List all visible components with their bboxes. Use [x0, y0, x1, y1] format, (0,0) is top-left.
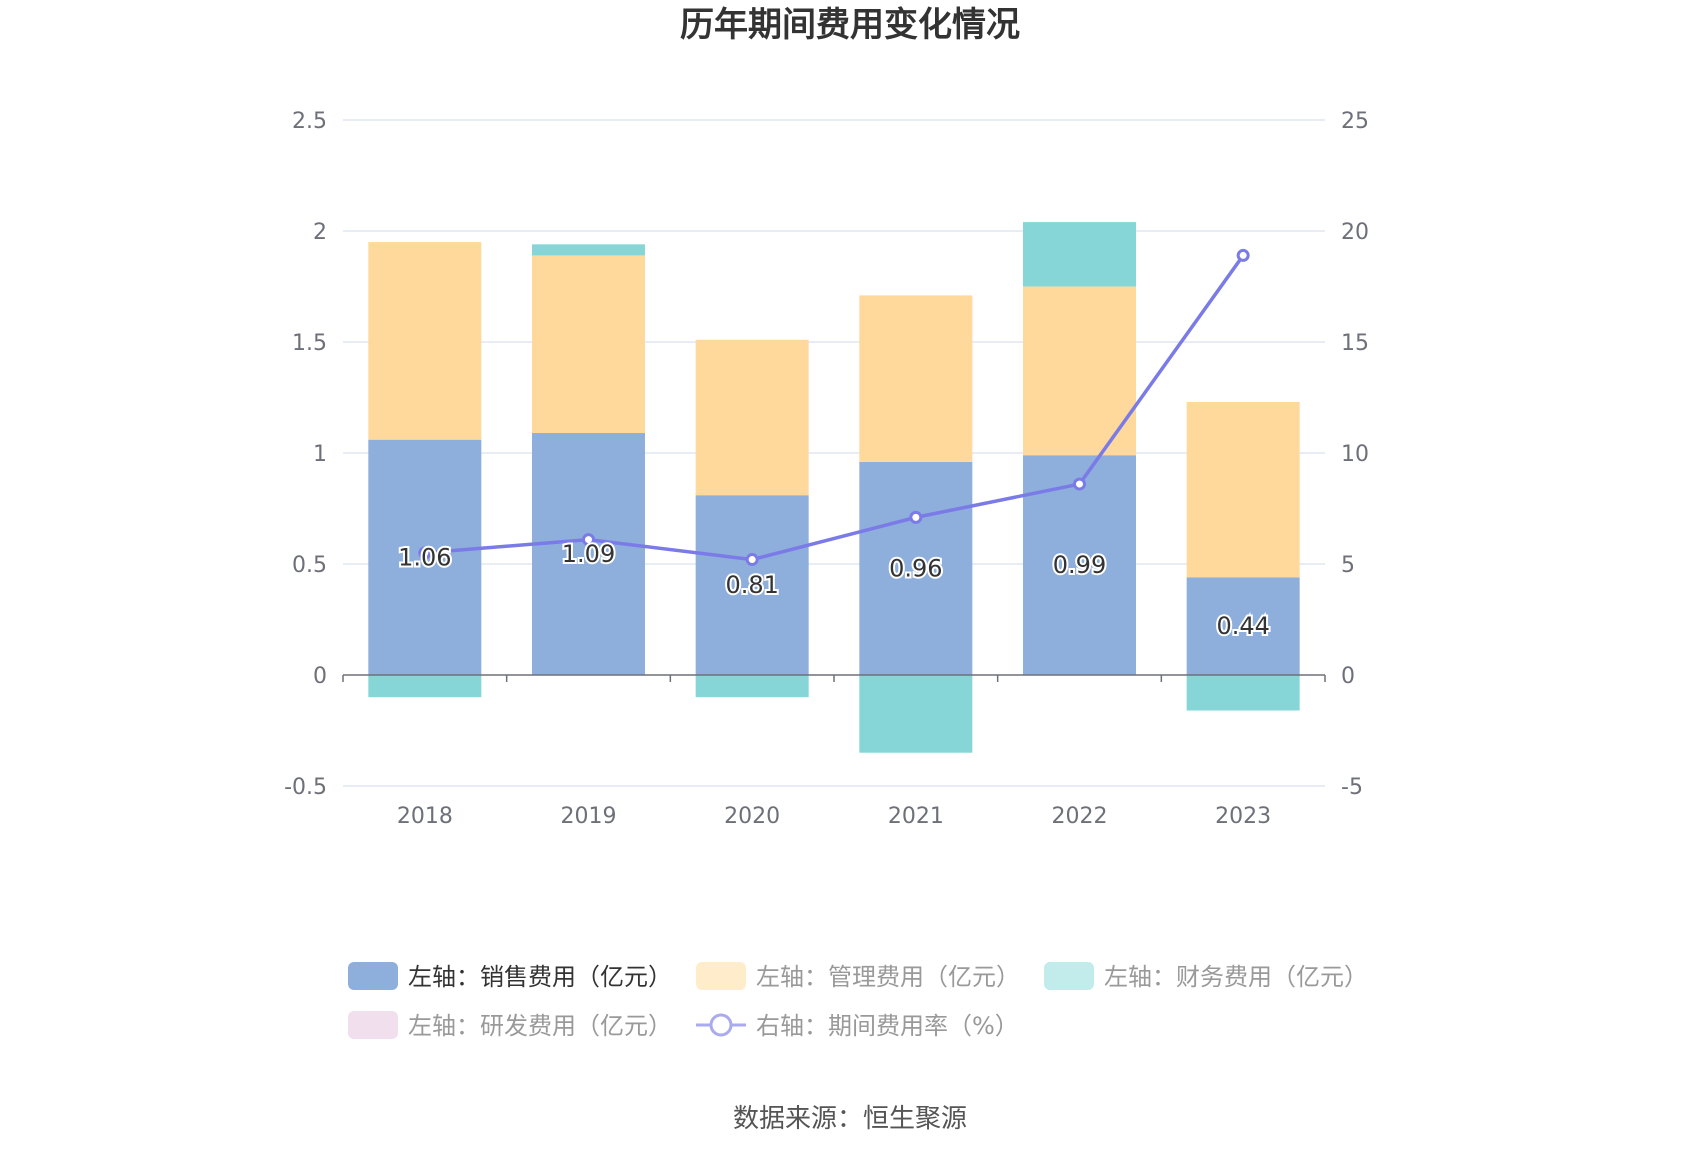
bar-segment [1186, 401, 1300, 578]
bar-segment [695, 675, 809, 698]
rate-line-point [745, 553, 759, 567]
left-axis-tick-label: 0 [313, 664, 327, 689]
data-label: 0.44 [1216, 612, 1269, 640]
data-label: 1.09 [562, 540, 615, 568]
x-axis-category-label: 2023 [1215, 804, 1271, 829]
legend-swatch [348, 962, 398, 990]
x-axis-category-label: 2022 [1052, 804, 1108, 829]
bar-segment [1023, 286, 1136, 456]
data-label: 0.96 [889, 554, 942, 582]
legend-line-marker [709, 1013, 733, 1037]
left-axis-tick-label: 2 [313, 220, 327, 245]
grid-lines [343, 119, 1325, 787]
rate-line-point [582, 533, 595, 547]
legend-swatch [696, 962, 746, 990]
rate-line-point [418, 546, 432, 560]
bar-segment [532, 255, 645, 434]
left-axis-tick-label: 1.5 [292, 331, 327, 356]
legend-label: 左轴：研发费用（亿元） [408, 1012, 672, 1040]
left-axis-tick-label: 0.5 [292, 553, 327, 578]
bar-segment [532, 244, 645, 256]
data-label: 0.81 [725, 571, 778, 599]
right-axis-tick-label: -5 [1341, 775, 1363, 800]
data-source: 数据来源：恒生聚源 [733, 1104, 967, 1134]
bar-segment [1186, 577, 1300, 675]
bar-segment [532, 433, 645, 675]
bar-segment [859, 461, 973, 675]
rate-line-path [424, 254, 1245, 562]
bar-segment [368, 242, 482, 440]
bar-segment [695, 339, 809, 496]
bar-segment [1023, 222, 1136, 287]
data-labels: 1.06 1.09 0.81 0.96 0.99 0.44 [396, 538, 1272, 642]
legend-label: 左轴：销售费用（亿元） [408, 963, 672, 991]
bar-segment [859, 295, 973, 462]
legend-label: 左轴：财务费用（亿元） [1104, 963, 1368, 991]
x-axis-category-label: 2018 [397, 804, 453, 829]
right-axis-tick-label: 10 [1341, 442, 1369, 467]
legend-swatch [348, 1011, 398, 1039]
right-axis-tick-label: 25 [1341, 109, 1369, 134]
rate-line [418, 248, 1250, 567]
left-axis-tick-label: 1 [313, 442, 327, 467]
rate-line-point [909, 510, 923, 524]
right-axis-tick-label: 5 [1341, 553, 1355, 578]
bar-segment [1186, 675, 1300, 711]
legend: 左轴：销售费用（亿元） 左轴：管理费用（亿元） 左轴：财务费用（亿元） 左轴：研发费用… [348, 962, 1368, 1040]
rate-line-point [1073, 477, 1086, 491]
x-axis-category-label: 2020 [724, 804, 780, 829]
legend-label: 左轴：管理费用（亿元） [756, 963, 1020, 991]
bar-segment [695, 495, 809, 675]
legend-label: 右轴：期间费用率（%） [756, 1012, 1019, 1040]
x-axis-category-label: 2021 [888, 804, 944, 829]
left-axis-tick-label: 2.5 [292, 109, 327, 134]
data-label: 1.06 [398, 543, 451, 571]
bars [368, 222, 1300, 753]
left-axis-tick-label: -0.5 [284, 775, 327, 800]
axes: -0.5 -5 0 0 0.5 5 1 10 1.5 15 2 20 2.5 25 2018 2019 2020… [284, 109, 1369, 829]
right-axis-tick-label: 20 [1341, 220, 1369, 245]
right-axis-tick-label: 0 [1341, 664, 1355, 689]
bar-segment [368, 675, 482, 698]
data-label: 0.99 [1053, 551, 1106, 579]
x-axis-category-label: 2019 [561, 804, 617, 829]
right-axis-tick-label: 15 [1341, 331, 1369, 356]
legend-swatch [1044, 962, 1094, 990]
rate-line-point [1236, 248, 1250, 262]
bar-segment [859, 675, 973, 753]
chart-title: 历年期间费用变化情况 [680, 5, 1020, 45]
